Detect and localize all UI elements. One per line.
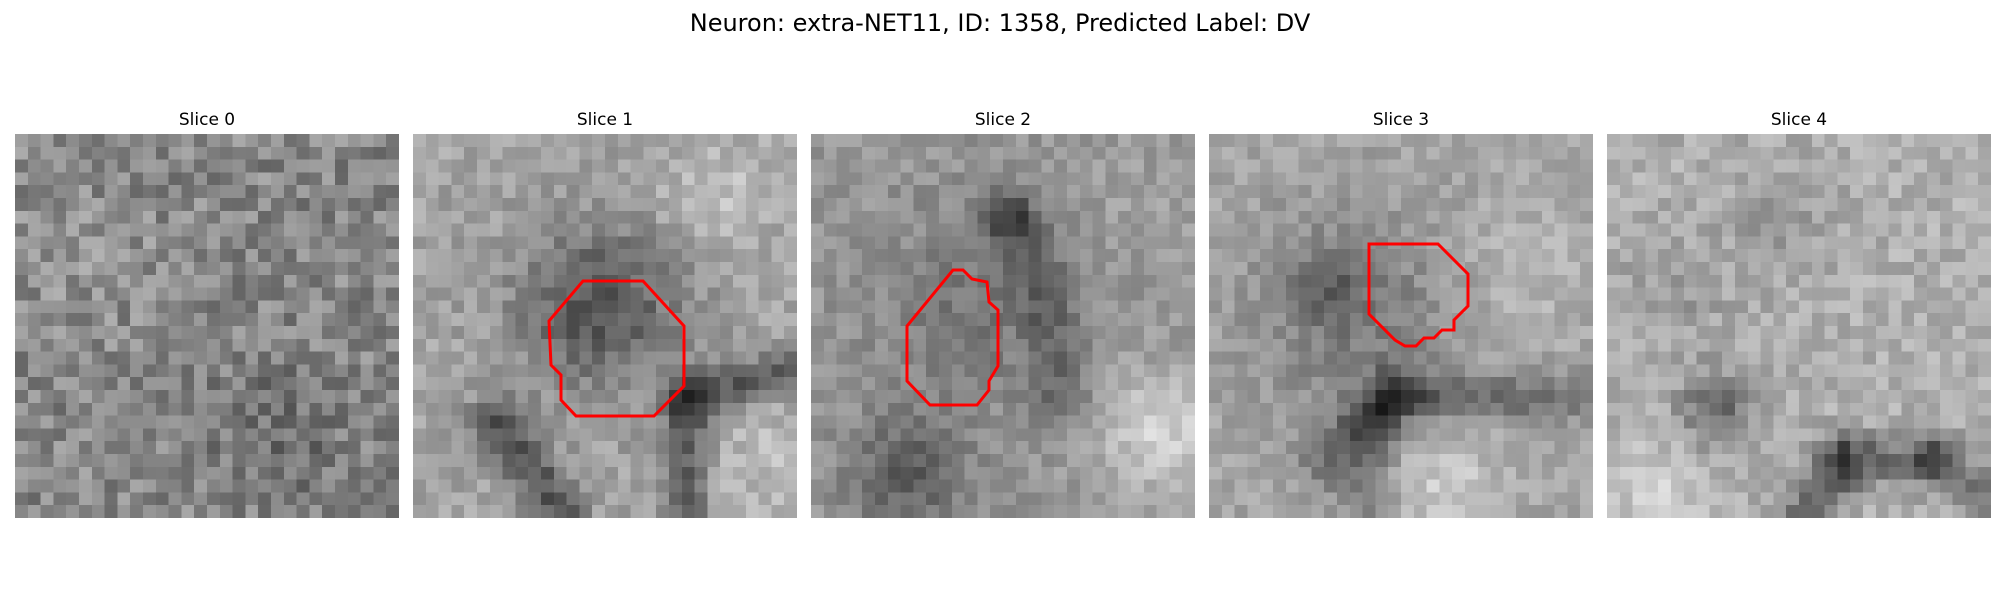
slice-panel-4: Slice 4 xyxy=(1607,108,1991,518)
slice-panel-1: Slice 1 xyxy=(413,108,797,518)
slice-panel-2: Slice 2 xyxy=(811,108,1195,518)
figure-title: Neuron: extra-NET11, ID: 1358, Predicted… xyxy=(689,9,1311,37)
slice-image xyxy=(811,134,1195,518)
slice-title: Slice 1 xyxy=(576,110,634,130)
slice-panel-3: Slice 3 xyxy=(1209,108,1593,518)
slice-title: Slice 3 xyxy=(1372,110,1430,130)
slice-image xyxy=(1607,134,1991,518)
slice-image xyxy=(15,134,399,518)
slice-title: Slice 0 xyxy=(178,110,236,130)
slice-title: Slice 2 xyxy=(974,110,1032,130)
slice-image xyxy=(1209,134,1593,518)
slice-panel-0: Slice 0 xyxy=(15,108,399,518)
slice-image xyxy=(413,134,797,518)
slice-title: Slice 4 xyxy=(1770,110,1828,130)
